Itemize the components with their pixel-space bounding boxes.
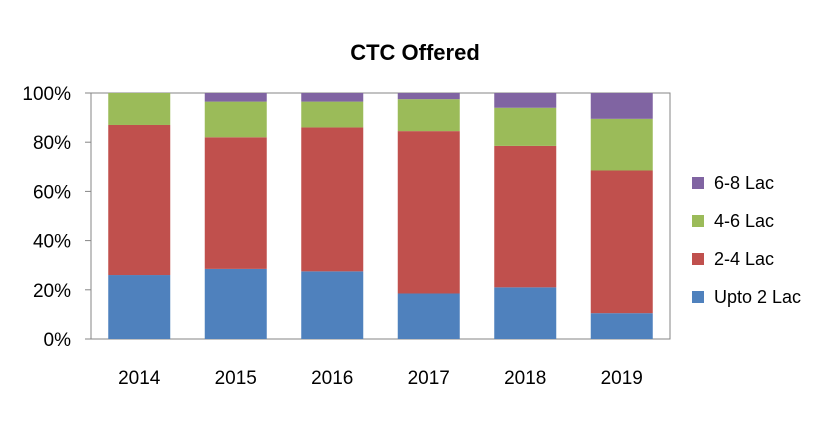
bar-2-4-lac-2016 (301, 127, 364, 272)
bar-4-6-lac-2018 (494, 107, 557, 146)
x-tick-label: 2017 (408, 368, 450, 389)
bar-4-6-lac-2019 (590, 118, 653, 171)
bar-2-4-lac-2014 (108, 124, 171, 276)
bar-6-8-lac-2018 (494, 93, 557, 108)
bar-4-6-lac-2017 (397, 99, 460, 132)
y-tick-label: 40% (33, 232, 71, 253)
plot-border (90, 92, 671, 340)
bar-2-4-lac-2019 (590, 170, 653, 314)
legend-swatch (692, 215, 704, 227)
legend-label: 4-6 Lac (714, 211, 774, 231)
y-tick-label: 100% (22, 84, 71, 105)
y-tick-label: 80% (33, 133, 71, 154)
plot-area: 0% 20% 40% 60% 80% 100% 2014 2015 2016 2017 2018 20… (22, 84, 671, 389)
bar-6-8-lac-2019 (590, 93, 653, 119)
legend-label: 6-8 Lac (714, 173, 774, 193)
bar-6-8-lac-2016 (301, 93, 364, 102)
x-tick-label: 2014 (118, 368, 161, 389)
bar-upto-2-lac-2017 (397, 293, 460, 339)
legend-label: 2-4 Lac (714, 249, 774, 269)
x-tick-label: 2019 (601, 368, 643, 389)
bar-4-6-lac-2015 (204, 101, 267, 138)
legend-swatch (692, 291, 704, 303)
bar-upto-2-lac-2015 (204, 268, 267, 339)
bar-6-8-lac-2017 (397, 93, 460, 100)
x-tick-label: 2018 (504, 368, 546, 389)
y-tick-label: 20% (33, 281, 71, 302)
bar-6-8-lac-2015 (204, 93, 267, 102)
bar-upto-2-lac-2019 (590, 313, 653, 339)
bar-2-4-lac-2015 (204, 137, 267, 269)
bar-upto-2-lac-2016 (301, 271, 364, 339)
legend: 6-8 Lac 4-6 Lac 2-4 Lac Upto 2 Lac (692, 173, 801, 307)
bar-upto-2-lac-2014 (108, 275, 171, 339)
x-tick-label: 2015 (215, 368, 257, 389)
bar-2-4-lac-2018 (494, 145, 557, 288)
bar-4-6-lac-2016 (301, 101, 364, 128)
bar-2-4-lac-2017 (397, 131, 460, 294)
legend-swatch (692, 177, 704, 189)
legend-label: Upto 2 Lac (714, 287, 801, 307)
chart-title: CTC Offered (350, 40, 480, 65)
legend-swatch (692, 253, 704, 265)
bar-upto-2-lac-2018 (494, 287, 557, 339)
y-tick-label: 0% (44, 330, 72, 351)
bar-4-6-lac-2014 (108, 93, 171, 125)
y-tick-label: 60% (33, 182, 71, 203)
x-tick-label: 2016 (311, 368, 353, 389)
